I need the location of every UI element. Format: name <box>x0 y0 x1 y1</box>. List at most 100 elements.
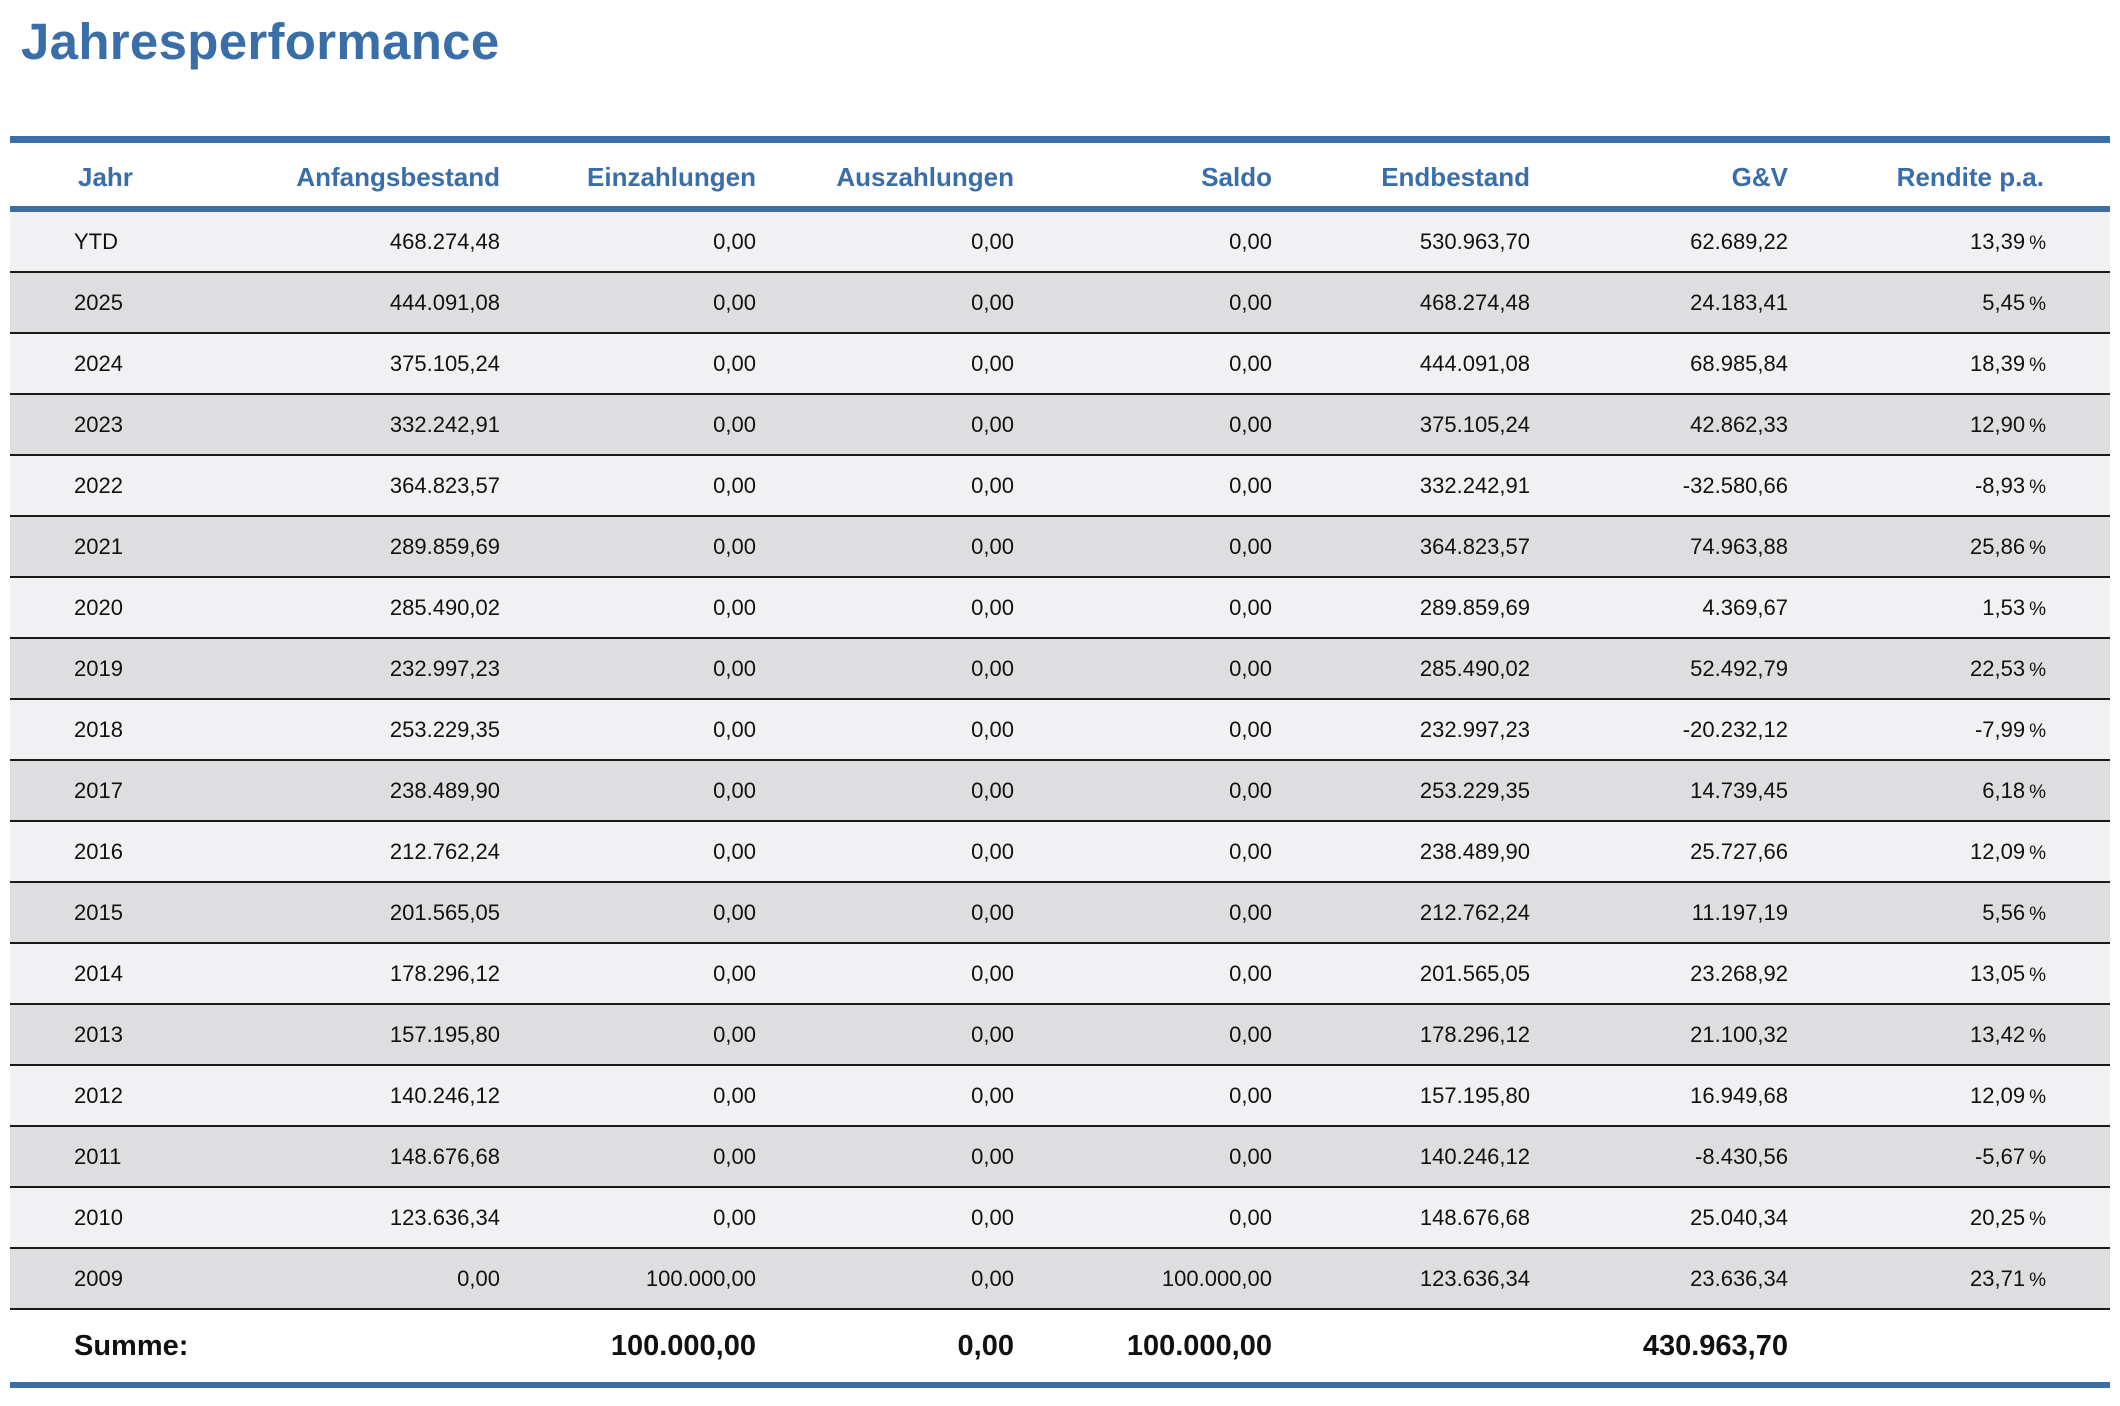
table-row: 2009 0,00 100.000,00 0,00 100.000,00 123.636,… <box>10 1249 2110 1310</box>
cell-value: 0,00 <box>1229 1022 1272 1047</box>
cell-value: 0,00 <box>971 1266 1014 1291</box>
cell-value: 212.762,24 <box>389 839 500 864</box>
header-rendite: Rendite p.a. <box>1896 162 2044 192</box>
cell-anfangsbestand: 332.242,91 <box>170 411 510 438</box>
cell-value: 0,00 <box>1229 717 1272 742</box>
cell-rendite: -5,67% <box>1806 1143 2110 1170</box>
header-auszahlungen: Auszahlungen <box>836 162 1014 192</box>
cell-guv: 4.369,67 <box>1542 594 1806 621</box>
cell-einzahlungen: 0,00 <box>510 289 768 316</box>
cell-value: 1,53 <box>1982 595 2026 620</box>
cell-saldo: 0,00 <box>1026 411 1284 438</box>
header-anfangsbestand: Anfangsbestand <box>296 162 500 192</box>
percent-unit: % <box>2029 721 2046 742</box>
cell-auszahlungen: 0,00 <box>768 1204 1026 1231</box>
cell-value: 0,00 <box>713 1205 756 1230</box>
cell-einzahlungen: 0,00 <box>510 1204 768 1231</box>
cell-endbestand: 148.676,68 <box>1284 1204 1542 1231</box>
cell-value: 12,09 <box>1970 839 2026 864</box>
cell-auszahlungen: 0,00 <box>768 350 1026 377</box>
cell-value: 0,00 <box>1229 473 1272 498</box>
footer-einzahlungen: 100.000,00 <box>610 1329 756 1362</box>
cell-einzahlungen: 0,00 <box>510 472 768 499</box>
table-row: 2020 285.490,02 0,00 0,00 0,00 289.859,69 4.36… <box>10 578 2110 639</box>
cell-rendite: 5,56% <box>1806 899 2110 926</box>
cell-einzahlungen: 0,00 <box>510 594 768 621</box>
cell-value: 0,00 <box>713 1022 756 1047</box>
cell-value: 232.997,23 <box>1419 717 1530 742</box>
cell-endbestand: 123.636,34 <box>1284 1265 1542 1292</box>
cell-einzahlungen: 0,00 <box>510 411 768 438</box>
cell-saldo: 0,00 <box>1026 655 1284 682</box>
cell-value: 0,00 <box>713 717 756 742</box>
cell-saldo: 0,00 <box>1026 228 1284 255</box>
cell-auszahlungen: 0,00 <box>768 411 1026 438</box>
cell-anfangsbestand: 289.859,69 <box>170 533 510 560</box>
cell-auszahlungen: 0,00 <box>768 899 1026 926</box>
cell-value: 74.963,88 <box>1690 534 1788 559</box>
table-row: 2024 375.105,24 0,00 0,00 0,00 444.091,08 68.9… <box>10 334 2110 395</box>
cell-endbestand: 289.859,69 <box>1284 594 1542 621</box>
cell-value: 2009 <box>74 1266 123 1291</box>
cell-endbestand: 530.963,70 <box>1284 228 1542 255</box>
cell-value: 201.565,05 <box>389 900 500 925</box>
cell-value: 20,25 <box>1970 1205 2026 1230</box>
cell-value: 178.296,12 <box>1419 1022 1530 1047</box>
cell-value: 0,00 <box>971 839 1014 864</box>
cell-endbestand: 375.105,24 <box>1284 411 1542 438</box>
cell-value: 0,00 <box>1229 1083 1272 1108</box>
cell-jahr: 2022 <box>10 472 170 499</box>
cell-einzahlungen: 0,00 <box>510 533 768 560</box>
cell-value: 2013 <box>74 1022 123 1047</box>
cell-jahr: 2019 <box>10 655 170 682</box>
cell-guv: 68.985,84 <box>1542 350 1806 377</box>
cell-value: -20.232,12 <box>1682 717 1788 742</box>
cell-value: 0,00 <box>1229 1205 1272 1230</box>
cell-value: 375.105,24 <box>389 351 500 376</box>
cell-einzahlungen: 0,00 <box>510 350 768 377</box>
cell-anfangsbestand: 157.195,80 <box>170 1021 510 1048</box>
cell-endbestand: 232.997,23 <box>1284 716 1542 743</box>
cell-value: 0,00 <box>713 412 756 437</box>
cell-guv: 11.197,19 <box>1542 899 1806 926</box>
cell-value: -7,99 <box>1974 717 2026 742</box>
cell-value: 530.963,70 <box>1419 229 1530 254</box>
cell-value: 238.489,90 <box>1419 839 1530 864</box>
table-row: 2017 238.489,90 0,00 0,00 0,00 253.229,35 14.7… <box>10 761 2110 822</box>
cell-value: 25,86 <box>1970 534 2026 559</box>
cell-endbestand: 157.195,80 <box>1284 1082 1542 1109</box>
cell-rendite: -8,93% <box>1806 472 2110 499</box>
table-footer-row: Summe: 100.000,00 0,00 100.000,00 430.96… <box>10 1310 2110 1388</box>
cell-value: 285.490,02 <box>1419 656 1530 681</box>
table-row: 2016 212.762,24 0,00 0,00 0,00 238.489,90 25.7… <box>10 822 2110 883</box>
percent-unit: % <box>2029 1209 2046 1230</box>
cell-guv: 42.862,33 <box>1542 411 1806 438</box>
cell-value: 2024 <box>74 351 123 376</box>
cell-value: 289.859,69 <box>1419 595 1530 620</box>
cell-auszahlungen: 0,00 <box>768 1265 1026 1292</box>
cell-value: 23,71 <box>1970 1266 2026 1291</box>
cell-value: 0,00 <box>1229 412 1272 437</box>
cell-value: 0,00 <box>971 290 1014 315</box>
cell-anfangsbestand: 238.489,90 <box>170 777 510 804</box>
cell-jahr: 2018 <box>10 716 170 743</box>
cell-value: 0,00 <box>1229 229 1272 254</box>
cell-jahr: 2012 <box>10 1082 170 1109</box>
percent-unit: % <box>2029 233 2046 254</box>
cell-value: 0,00 <box>971 595 1014 620</box>
cell-value: 0,00 <box>713 778 756 803</box>
cell-value: 148.676,68 <box>1419 1205 1530 1230</box>
cell-anfangsbestand: 444.091,08 <box>170 289 510 316</box>
cell-endbestand: 253.229,35 <box>1284 777 1542 804</box>
cell-saldo: 0,00 <box>1026 472 1284 499</box>
cell-guv: 23.636,34 <box>1542 1265 1806 1292</box>
cell-saldo: 0,00 <box>1026 1143 1284 1170</box>
cell-value: 444.091,08 <box>1419 351 1530 376</box>
cell-guv: -8.430,56 <box>1542 1143 1806 1170</box>
cell-value: 23.636,34 <box>1690 1266 1788 1291</box>
table-row: 2022 364.823,57 0,00 0,00 0,00 332.242,91 -32.… <box>10 456 2110 517</box>
percent-unit: % <box>2029 904 2046 925</box>
cell-anfangsbestand: 364.823,57 <box>170 472 510 499</box>
cell-guv: 62.689,22 <box>1542 228 1806 255</box>
cell-value: 0,00 <box>713 656 756 681</box>
